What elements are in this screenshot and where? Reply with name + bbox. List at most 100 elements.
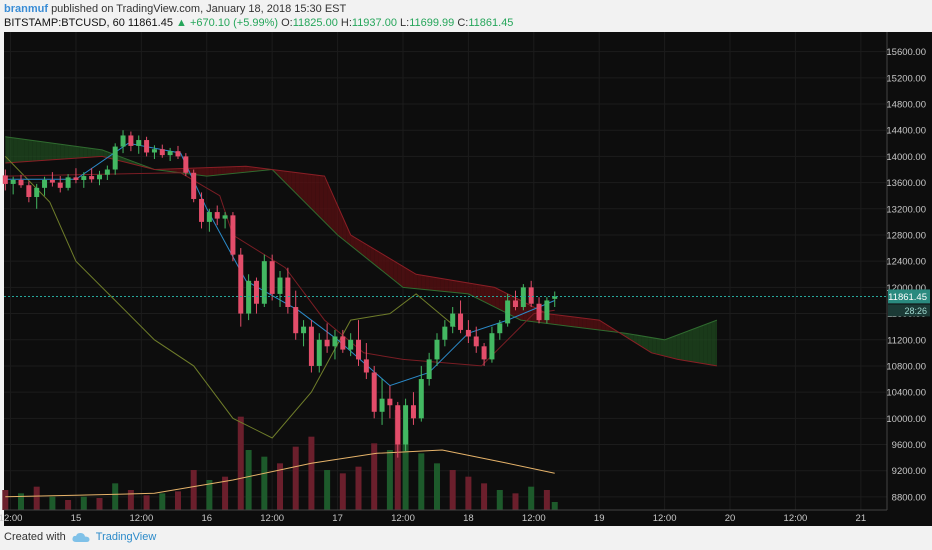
time-tick-label: 12:00 (129, 513, 153, 524)
candle-body (418, 379, 424, 419)
candle-body (246, 280, 252, 314)
kumo-segment (87, 147, 92, 158)
candle-body (57, 182, 63, 188)
candle-body (128, 135, 134, 146)
candle-body (363, 359, 369, 373)
low-value: 11699.99 (409, 17, 455, 29)
kumo-segment (703, 323, 708, 365)
last-price: 11861.45 (127, 17, 173, 29)
volume-bar (190, 470, 197, 510)
kumo-segment (550, 314, 555, 325)
kumo-segment (676, 333, 681, 360)
candle-body (536, 303, 542, 321)
kumo-segment (291, 171, 296, 194)
open-value: 11825.00 (292, 17, 338, 29)
candle-body (191, 172, 197, 199)
candle-body (403, 405, 409, 445)
volume-bar (481, 483, 488, 510)
candle-body (34, 187, 40, 198)
kumo-segment (342, 217, 347, 243)
kumo-segment (558, 315, 563, 326)
candle-body (395, 405, 401, 445)
candle-body (167, 151, 173, 156)
kumo-segment (680, 332, 685, 361)
price-axis[interactable]: 15600.00 15200.00 14800.00 14400.00 14000.00… (886, 47, 930, 503)
low-label: L: (400, 17, 410, 29)
candle-body (512, 300, 518, 308)
kumo-segment (444, 279, 449, 292)
kumo-segment (331, 190, 335, 233)
kumo-segment (637, 335, 642, 347)
kumo-segment (244, 166, 249, 173)
time-tick-label: 19 (594, 513, 605, 524)
volume-bar (386, 450, 393, 510)
candle-body (481, 346, 487, 360)
kumo-segment (397, 263, 402, 287)
kumo-segment (491, 286, 496, 308)
time-axis[interactable]: 12:00 15 12:00 16 12:00 17 12:00 18 12:00 19 12:00… (0, 513, 866, 524)
kumo-segment (56, 143, 61, 160)
volume-bar (551, 502, 558, 510)
kumo-segment (217, 167, 222, 176)
candle-body (520, 287, 526, 308)
volume-bar (65, 500, 72, 510)
time-tick-label: 20 (725, 513, 736, 524)
candle-body (214, 212, 220, 219)
time-tick-label: 18 (463, 513, 474, 524)
kumo-segment (225, 166, 230, 175)
volume-ma-line (5, 449, 555, 498)
candle-body (356, 339, 362, 360)
candle-body (301, 326, 307, 334)
candle-body (136, 140, 142, 146)
kumo-segment (715, 320, 717, 366)
candle-body (230, 215, 236, 255)
kumo-segment (72, 145, 76, 159)
kumo-segment (574, 316, 579, 328)
kumo-segment (295, 172, 300, 198)
kumo-segment (350, 234, 355, 249)
kumo-segment (205, 167, 210, 176)
price-tick-label: 12000.00 (886, 283, 926, 294)
kumo-segment (554, 314, 559, 325)
chikou-span-line (4, 156, 456, 439)
chart-background (4, 32, 887, 510)
symbol-interval: BITSTAMP:BTCUSD, 60 (4, 17, 125, 29)
price-tick-label: 10000.00 (886, 414, 926, 425)
price-tick-label: 9600.00 (892, 440, 926, 451)
price-tick-label: 15200.00 (886, 73, 926, 84)
kumo-segment (570, 316, 575, 327)
author-name[interactable]: branmuf (4, 3, 48, 15)
volume-bar (18, 493, 25, 510)
candle-body (42, 179, 48, 188)
time-tick-label: 15 (71, 513, 82, 524)
kumo-segment (382, 253, 386, 274)
open-label: O: (281, 17, 293, 29)
kumo-segment (480, 284, 485, 302)
kumo-segment (429, 276, 434, 291)
price-tick-label: 10800.00 (886, 361, 926, 372)
price-tick-label: 14800.00 (886, 100, 926, 111)
kumo-segment (664, 338, 669, 358)
kumo-segment (460, 281, 465, 294)
kumo-segment (711, 320, 716, 366)
kumo-segment (433, 277, 437, 291)
kumo-segment (40, 141, 45, 161)
kumo-segment (566, 316, 571, 327)
kumo-segment (648, 337, 653, 354)
kumo-segment (495, 288, 500, 310)
candle-body (183, 156, 189, 173)
kumo-segment (36, 141, 41, 161)
kumo-segment (652, 337, 657, 355)
kumo-segment (201, 167, 206, 176)
candle-body (206, 212, 212, 222)
candle-body (261, 261, 267, 304)
kumo-segment (256, 167, 261, 172)
tradingview-brand-link[interactable]: TradingView (95, 531, 157, 543)
candle-body (348, 339, 354, 350)
published-text: published on TradingView.com, January 18… (51, 3, 347, 15)
kumo-segment (366, 244, 371, 262)
volume-bar (308, 436, 315, 510)
kumo-segment (562, 315, 567, 326)
kumo-segment (13, 137, 18, 163)
